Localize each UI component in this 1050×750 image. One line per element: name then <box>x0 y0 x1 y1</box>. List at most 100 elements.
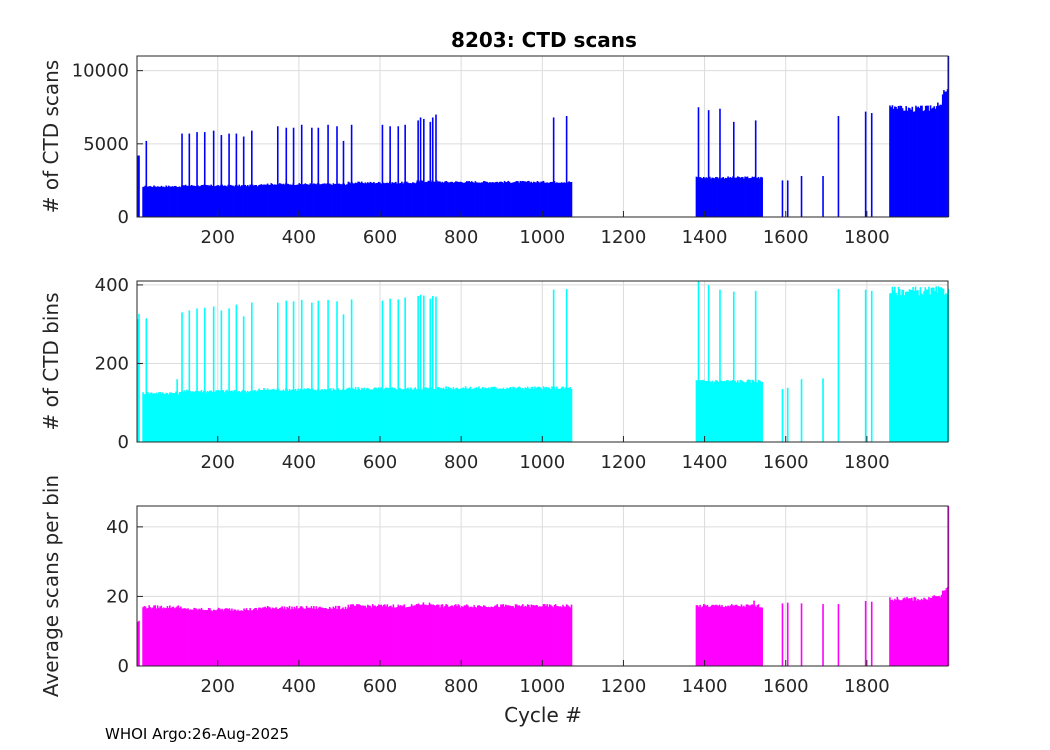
bar <box>760 607 762 666</box>
bar <box>473 182 475 217</box>
bar <box>325 184 327 217</box>
bar <box>474 387 477 442</box>
bar <box>162 186 165 217</box>
bar <box>737 605 739 666</box>
bar <box>234 185 237 217</box>
bar <box>472 607 474 666</box>
bar <box>153 605 155 666</box>
bar <box>890 107 892 217</box>
bar <box>142 392 144 442</box>
bar <box>250 610 253 666</box>
bar <box>228 608 231 666</box>
bar <box>458 605 461 666</box>
bar <box>436 604 438 666</box>
bar <box>348 182 351 217</box>
bar <box>149 607 152 666</box>
bar <box>164 187 166 217</box>
bar <box>463 388 466 442</box>
bar <box>369 605 372 666</box>
bar <box>560 607 563 666</box>
figure-title: 8203: CTD scans <box>451 28 637 52</box>
spike-bar <box>435 114 437 217</box>
bar <box>245 186 248 217</box>
bar <box>376 605 379 666</box>
bar <box>240 391 243 442</box>
bar <box>728 381 731 442</box>
bar <box>421 389 423 442</box>
bar <box>268 606 270 666</box>
bar <box>237 186 239 217</box>
spike-bar <box>565 288 568 442</box>
bar <box>309 608 312 666</box>
bar <box>453 604 456 666</box>
bar <box>705 177 707 217</box>
bar <box>450 605 452 666</box>
bar <box>486 388 489 442</box>
spike-bar <box>732 291 735 442</box>
bars-group <box>137 56 950 217</box>
bar <box>338 183 341 217</box>
bar <box>478 386 480 442</box>
bar <box>511 388 513 442</box>
bar <box>280 183 282 217</box>
bar <box>494 605 496 666</box>
bar <box>359 182 362 217</box>
bar <box>375 606 378 666</box>
bar <box>266 183 269 217</box>
bar <box>528 180 530 217</box>
bar <box>357 387 359 442</box>
bar <box>348 607 351 666</box>
bar <box>522 604 524 666</box>
bar <box>393 182 396 217</box>
bar <box>275 607 277 666</box>
bar <box>463 182 466 217</box>
bar <box>186 389 188 442</box>
spike-bar <box>870 113 873 217</box>
bar <box>305 605 308 666</box>
bar <box>744 607 746 666</box>
bar <box>462 387 464 442</box>
bar <box>367 387 369 442</box>
bar <box>519 387 522 442</box>
bar <box>359 605 362 666</box>
bar <box>912 287 914 442</box>
bar <box>392 604 395 666</box>
bar <box>472 388 474 442</box>
bar <box>227 608 230 666</box>
spike-bar <box>397 299 400 442</box>
bar <box>891 286 894 442</box>
bar <box>941 94 944 217</box>
bar <box>222 185 225 217</box>
bar <box>548 182 551 217</box>
bar <box>494 182 496 217</box>
bar <box>756 382 759 442</box>
bar <box>502 604 505 666</box>
spike-bar <box>203 307 206 442</box>
bar <box>456 181 458 217</box>
bar <box>456 387 458 442</box>
bar <box>928 110 931 217</box>
bar <box>171 186 174 217</box>
y-tick-label: 0 <box>118 432 129 453</box>
bar <box>472 182 474 217</box>
spike-bar <box>342 314 345 442</box>
bar <box>758 178 761 217</box>
bar <box>492 387 495 442</box>
bar <box>900 105 903 217</box>
bar <box>328 388 331 442</box>
bar <box>936 292 939 442</box>
bar <box>237 609 239 666</box>
bar <box>385 387 387 442</box>
bar <box>356 183 358 217</box>
bar <box>475 607 478 666</box>
bar <box>469 182 472 217</box>
bar <box>737 380 739 442</box>
bar <box>464 182 467 217</box>
bar <box>240 185 243 217</box>
bar <box>466 388 468 442</box>
bar <box>537 606 540 666</box>
bar <box>531 386 534 442</box>
bar <box>537 181 540 217</box>
bar <box>260 608 263 666</box>
bar <box>724 381 727 442</box>
